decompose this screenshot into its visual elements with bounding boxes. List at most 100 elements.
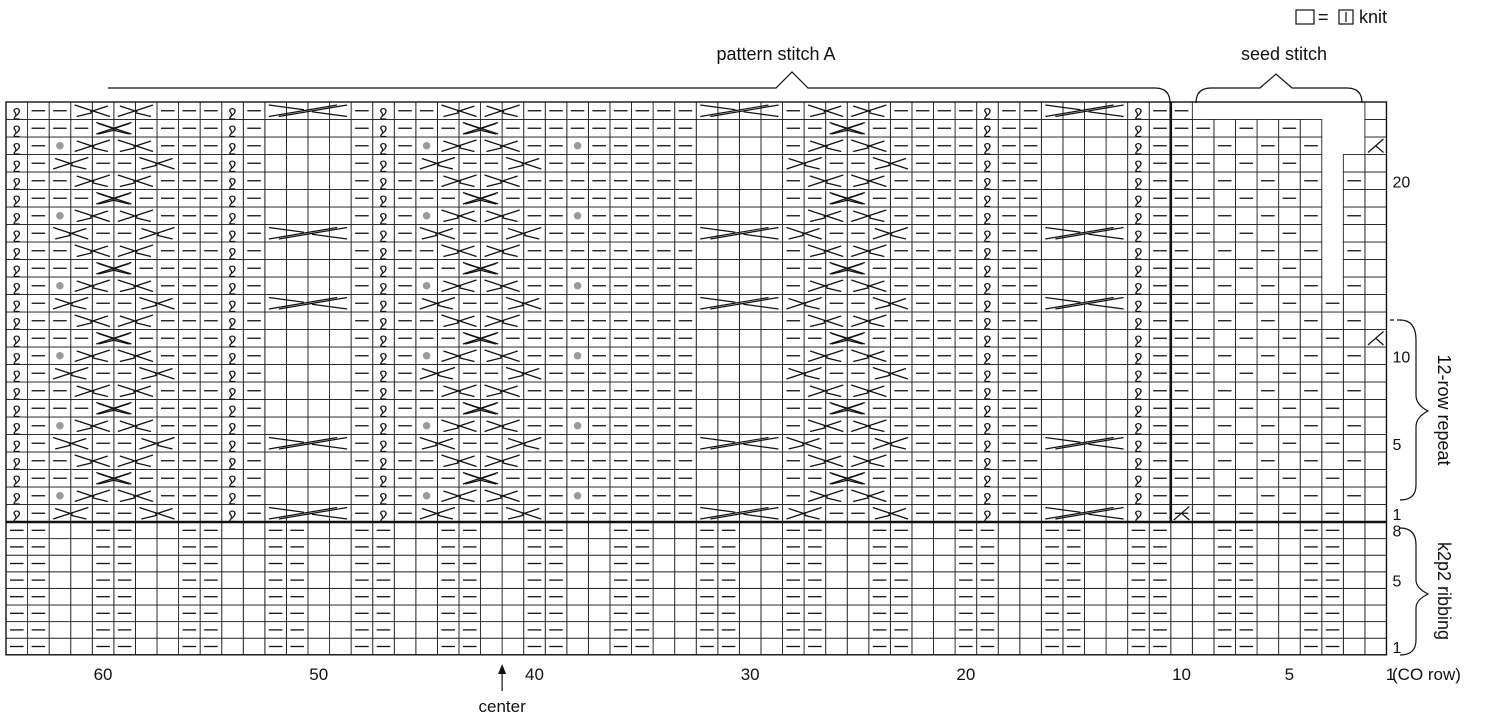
stitch-cell [1105,604,1129,623]
cable-line [825,147,842,153]
stitch-cell [674,571,697,589]
twisted-knit-symbol: ջ [1134,278,1142,296]
stitch-cell [1062,311,1085,330]
stitch-cell [1084,621,1107,639]
stitch-cell [329,504,352,523]
stitch-cell [1342,329,1366,348]
stitch-cell [1213,294,1236,313]
twisted-knit-symbol: ջ [983,208,991,226]
stitch-cell [997,538,1021,556]
stitch-cell [70,538,93,556]
stitch-cell [1235,486,1258,505]
cable-line [847,129,863,135]
stitch-cell [868,311,891,330]
cable-cross-symbol [829,261,866,275]
cable-line [743,111,779,118]
cable-line [788,367,807,375]
stitch-cell [264,469,287,488]
cable-cross-symbol [700,436,779,450]
stitch-cell [307,637,331,656]
cable-line [443,490,462,498]
cable-line [501,462,518,468]
stitch-cell [782,364,805,383]
stitch-cell [1321,486,1344,505]
cable-cross-symbol [96,261,132,275]
stitch-cell [1278,587,1301,606]
stitch-cell [1364,416,1387,435]
cable-cross-symbol [139,366,175,380]
cable-line [480,479,497,485]
stitch-cell [264,276,287,295]
cable-line [501,427,518,433]
stitch-cell [1235,381,1258,400]
cable-line [853,497,869,503]
cable-cross-symbol [484,349,520,363]
stitch-cell [523,154,546,173]
cable-line [111,122,130,130]
stitch-cell [1062,241,1085,260]
stitch-cell [1342,554,1366,573]
twisted-knit-symbol: ջ [228,383,236,401]
stitch-cell [1105,434,1129,453]
cable-line [278,226,348,240]
cable-cross-symbol [419,296,456,310]
stitch-cell [458,311,481,330]
row-number: 5 [1392,573,1401,590]
stitch-cell [1364,399,1387,418]
stitch-cell [566,587,589,606]
cable-line [890,444,907,450]
stitch-cell [1364,469,1387,488]
stitch-cell [695,189,719,208]
stitch-cell [221,571,244,589]
stitch-cell [1299,329,1323,348]
stitch-cell [760,521,783,540]
stitch-cell [717,259,740,278]
stitch-cell [458,171,481,190]
stitch-cell [846,241,870,260]
stitch-cell [1364,311,1387,330]
stitch-cell [1084,571,1107,589]
twisted-knit-symbol: ջ [983,260,991,278]
cable-line [119,357,136,363]
cable-line [92,357,109,363]
cable-line [133,140,152,148]
stitch-cell [674,587,697,606]
stitch-cell [889,224,913,243]
cable-line [435,437,454,445]
stitch-cell [307,154,331,173]
cable-line [809,385,828,393]
twisted-knit-symbol: ջ [228,400,236,418]
stitch-cell [889,294,913,313]
stitch-cell [803,346,827,365]
stitch-cell [1084,119,1107,138]
cable-line [70,304,87,310]
stitch-cell [846,521,870,540]
twisted-knit-symbol: ջ [1134,330,1142,348]
stitch-cell [1256,637,1280,656]
stitch-cell [501,206,525,225]
stitch-cell [307,311,331,330]
stitch-cell [760,101,783,120]
stitch-cell [1105,486,1129,505]
stitch-cell [695,259,719,278]
stitch-cell [803,241,827,260]
cable-cross-symbol [1045,296,1124,310]
twisted-knit-symbol: ջ [1134,488,1142,506]
stitch-cell [329,189,352,208]
cable-cross-symbol [786,156,822,170]
stitch-cell [156,294,180,313]
stitch-cell [803,294,827,313]
cable-line [486,287,503,293]
twisted-knit-symbol: ջ [983,155,991,173]
stitch-cell [501,554,525,573]
cable-line [135,217,152,223]
stitch-cell [717,486,740,505]
cable-line [119,287,136,293]
cable-cross-symbol [96,331,132,345]
stitch-cell [738,469,762,488]
stitch-cell [695,294,719,313]
stitch-cell [70,571,93,589]
stitch-cell [1364,364,1387,383]
stitch-cell [501,101,525,120]
stitch-cell [415,538,438,556]
